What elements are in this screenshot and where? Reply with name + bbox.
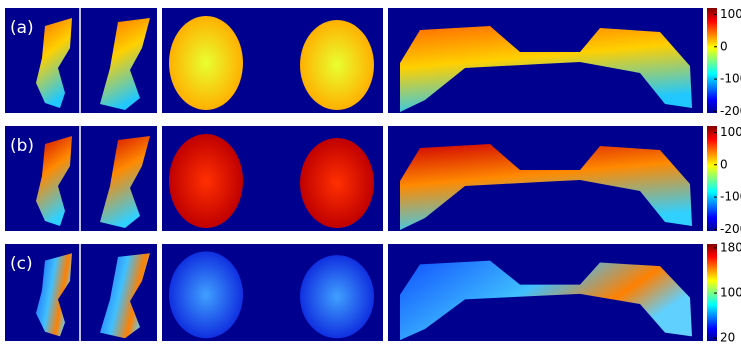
tissue-slice xyxy=(300,138,374,228)
colorbar-tick-label: 0 xyxy=(720,157,728,171)
tissue-slice xyxy=(300,20,374,110)
row-images xyxy=(5,244,703,341)
colorbar-tick-label: -200 xyxy=(720,104,741,118)
row-images xyxy=(5,8,703,113)
tissue-slice xyxy=(169,16,243,110)
panel-label: (b) xyxy=(10,136,34,156)
colorbar-tick-label: 20 xyxy=(720,331,735,345)
colorbar xyxy=(707,244,717,341)
figure-row: (a) 100 0 -100 -200 xyxy=(5,7,741,118)
figure: (a) 100 0 -100 -200 (b) 100 0 -100 -200 (c) 180 100 2… xyxy=(0,0,741,348)
colorbar-tick-label: 180 xyxy=(720,240,741,254)
colorbar-tick-label: -100 xyxy=(720,72,741,86)
tissue-slice xyxy=(169,251,243,338)
colorbar-tick-label: 100 xyxy=(720,7,741,21)
colorbar xyxy=(707,126,717,231)
colorbar-tick-label: -200 xyxy=(720,222,741,236)
panel-label: (c) xyxy=(10,254,33,274)
colorbar-tick-label: 0 xyxy=(720,39,728,53)
colorbar-tick-label: 100 xyxy=(720,125,741,139)
row-images xyxy=(5,126,703,231)
figure-row: (c) 180 100 20 xyxy=(5,240,741,344)
colorbar xyxy=(707,8,717,113)
figure-row: (b) 100 0 -100 -200 xyxy=(5,125,741,236)
tissue-slice xyxy=(300,255,374,338)
tissue-slice xyxy=(169,134,243,228)
colorbar-tick-label: -100 xyxy=(720,190,741,204)
panel-label: (a) xyxy=(10,18,34,38)
page: (a) 100 0 -100 -200 (b) 100 0 -100 -200 (c) 180 100 2… xyxy=(0,0,741,348)
colorbar-tick-label: 100 xyxy=(720,286,741,300)
